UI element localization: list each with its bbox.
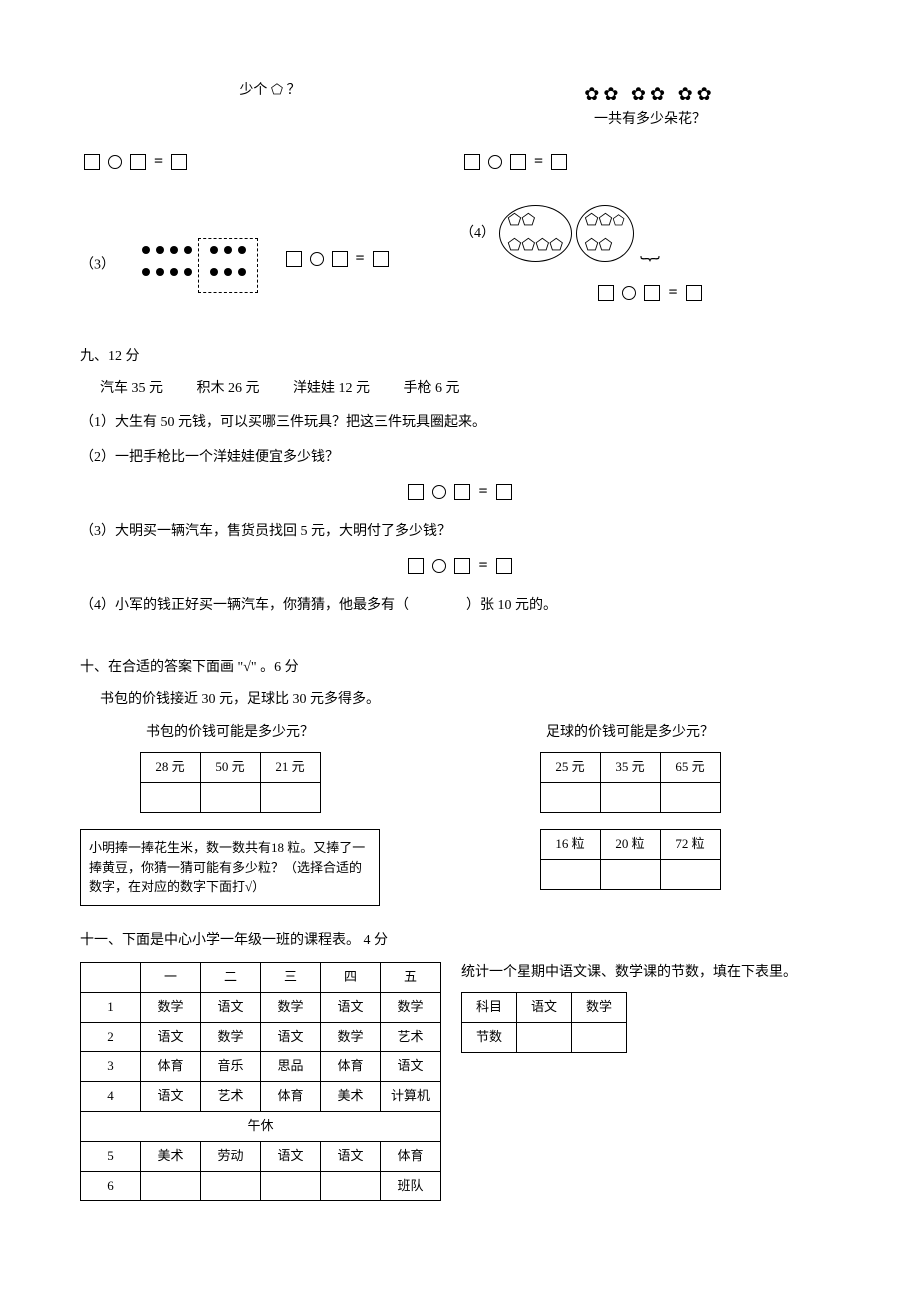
q9-1: （1）大生有 50 元钱，可以买哪三件玩具？把这三件玩具圈起来。: [80, 412, 840, 434]
ball-price-table[interactable]: 25 元35 元65 元: [540, 752, 721, 813]
equation-box[interactable]: =: [404, 479, 515, 505]
section-11-title: 十一、下面是中心小学一年级一班的课程表。 4 分: [80, 930, 840, 952]
stat-table[interactable]: 科目语文数学 节数: [461, 992, 627, 1053]
q3-label: （3）: [80, 257, 115, 272]
equation-box[interactable]: =: [404, 553, 515, 579]
price-list: 汽车 35 元 积木 26 元 洋娃娃 12 元 手枪 6 元: [100, 378, 840, 400]
bean-table[interactable]: 16 粒20 粒72 粒: [540, 829, 721, 890]
flowers: ✿✿ ✿✿ ✿✿: [460, 80, 840, 109]
course-table: 一二三四五 1数学语文数学语文数学 2语文数学语文数学艺术 3体育音乐思品体育语…: [80, 962, 441, 1201]
bag-price-table[interactable]: 28 元50 元21 元: [140, 752, 321, 813]
equation-box[interactable]: =: [282, 246, 393, 272]
section-9-title: 九、12 分: [80, 346, 840, 368]
equation-box[interactable]: =: [460, 149, 571, 175]
flower-caption: 一共有多少朵花？: [460, 109, 840, 131]
stat-intro: 统计一个星期中语文课、数学课的节数，填在下表里。: [461, 962, 840, 984]
q9-4: （4）小军的钱正好买一辆汽车，你猜猜，他最多有（ ）张 10 元的。: [80, 595, 840, 617]
q9-2: （2）一把手枪比一个洋娃娃便宜多少钱？: [80, 447, 840, 469]
equation-box[interactable]: =: [80, 149, 191, 175]
peanut-note: 小明捧一捧花生米，数一数共有18 粒。又捧了一捧黄豆，你猜一猜可能有多少粒？（选…: [80, 829, 380, 906]
q9-3: （3）大明买一辆汽车，售货员找回 5 元，大明付了多少钱？: [80, 521, 840, 543]
oval-group: ⬠⬠⬠⬠⬠: [576, 205, 634, 262]
s10-right-q: 足球的价钱可能是多少元？: [420, 722, 840, 744]
q4-label: （4）: [460, 226, 495, 241]
equation-box[interactable]: =: [460, 280, 840, 306]
section-10-title: 十、在合适的答案下面画 "√" 。6 分: [80, 657, 840, 679]
q-text: 少个 ⬠ ？: [239, 83, 300, 98]
s10-left-q: 书包的价钱可能是多少元？: [80, 722, 380, 744]
top-row: 少个 ⬠ ？ ✿✿ ✿✿ ✿✿ 一共有多少朵花？: [80, 80, 840, 131]
brace: ︸: [460, 262, 840, 272]
s10-intro: 书包的价钱接近 30 元，足球比 30 元多得多。: [100, 689, 840, 711]
oval-group: ⬠⬠⬠⬠⬠⬠: [499, 205, 573, 262]
